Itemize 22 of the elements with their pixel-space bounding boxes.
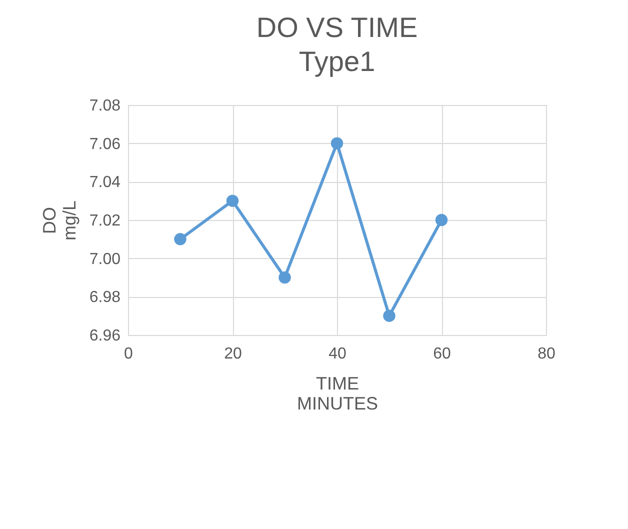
x-tick-label: 20 — [224, 346, 242, 362]
point — [435, 214, 448, 226]
point — [278, 271, 291, 284]
y-tick-label: 7.02 — [89, 212, 121, 230]
y-tick-label: 7.04 — [89, 174, 121, 192]
y-axis-title: DO mg/L — [39, 200, 80, 241]
y-tick-label: 6.96 — [89, 328, 121, 344]
y-tick-label: 7.06 — [89, 136, 121, 153]
chart-subtitle: Type1 — [298, 46, 376, 77]
chart-title: DO VS TIME — [256, 12, 418, 43]
x-tick-label: 60 — [433, 346, 451, 362]
point — [174, 233, 186, 246]
y-tick-label: 7.08 — [89, 98, 121, 114]
x-axis-title: TIME MINUTES — [297, 374, 378, 414]
x-tick-label: 40 — [328, 346, 346, 362]
x-tick-label: 80 — [538, 346, 556, 362]
point — [330, 137, 344, 150]
point — [226, 194, 239, 207]
y-tick-label: 7.00 — [89, 250, 121, 268]
y-tick-label: 6.98 — [89, 289, 121, 306]
point — [383, 310, 396, 322]
x-tick-label: 0 — [124, 346, 134, 362]
